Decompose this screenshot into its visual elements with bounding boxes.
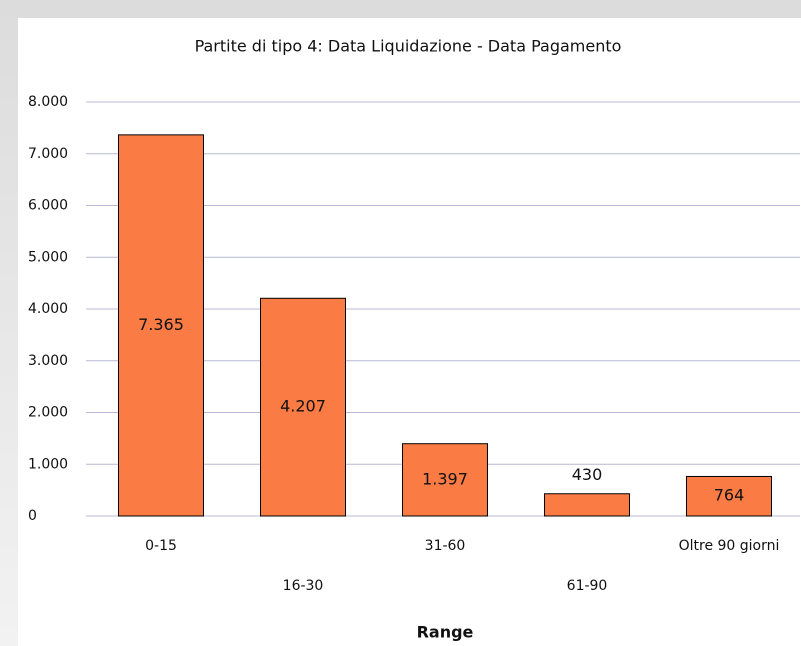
y-tick-label: 1.000 xyxy=(28,456,68,472)
y-tick-label: 0 xyxy=(28,508,37,524)
y-tick-label: 7.000 xyxy=(28,146,68,162)
bar xyxy=(544,493,630,517)
bar xyxy=(402,443,488,517)
x-tick-label: 0-15 xyxy=(145,538,177,554)
x-axis-label: Range xyxy=(417,623,474,642)
y-tick-label: 8.000 xyxy=(28,94,68,110)
chart-title: Partite di tipo 4: Data Liquidazione - D… xyxy=(195,37,622,56)
x-tick-label: 16-30 xyxy=(283,578,324,594)
x-tick-label: 61-90 xyxy=(567,578,608,594)
y-tick-label: 2.000 xyxy=(28,405,68,421)
bar xyxy=(118,134,204,517)
x-tick-label: Oltre 90 giorni xyxy=(679,538,780,554)
value-label: 4.207 xyxy=(280,397,326,416)
bar xyxy=(686,475,772,517)
value-label: 1.397 xyxy=(422,469,468,488)
y-tick-label: 5.000 xyxy=(28,249,68,265)
value-label: 7.365 xyxy=(138,315,184,334)
y-tick-label: 4.000 xyxy=(28,301,68,317)
y-tick-label: 6.000 xyxy=(28,198,68,214)
bar xyxy=(260,297,346,517)
value-label: 430 xyxy=(572,465,603,484)
value-label: 764 xyxy=(714,486,745,505)
y-tick-label: 3.000 xyxy=(28,353,68,369)
x-tick-label: 31-60 xyxy=(425,538,466,554)
